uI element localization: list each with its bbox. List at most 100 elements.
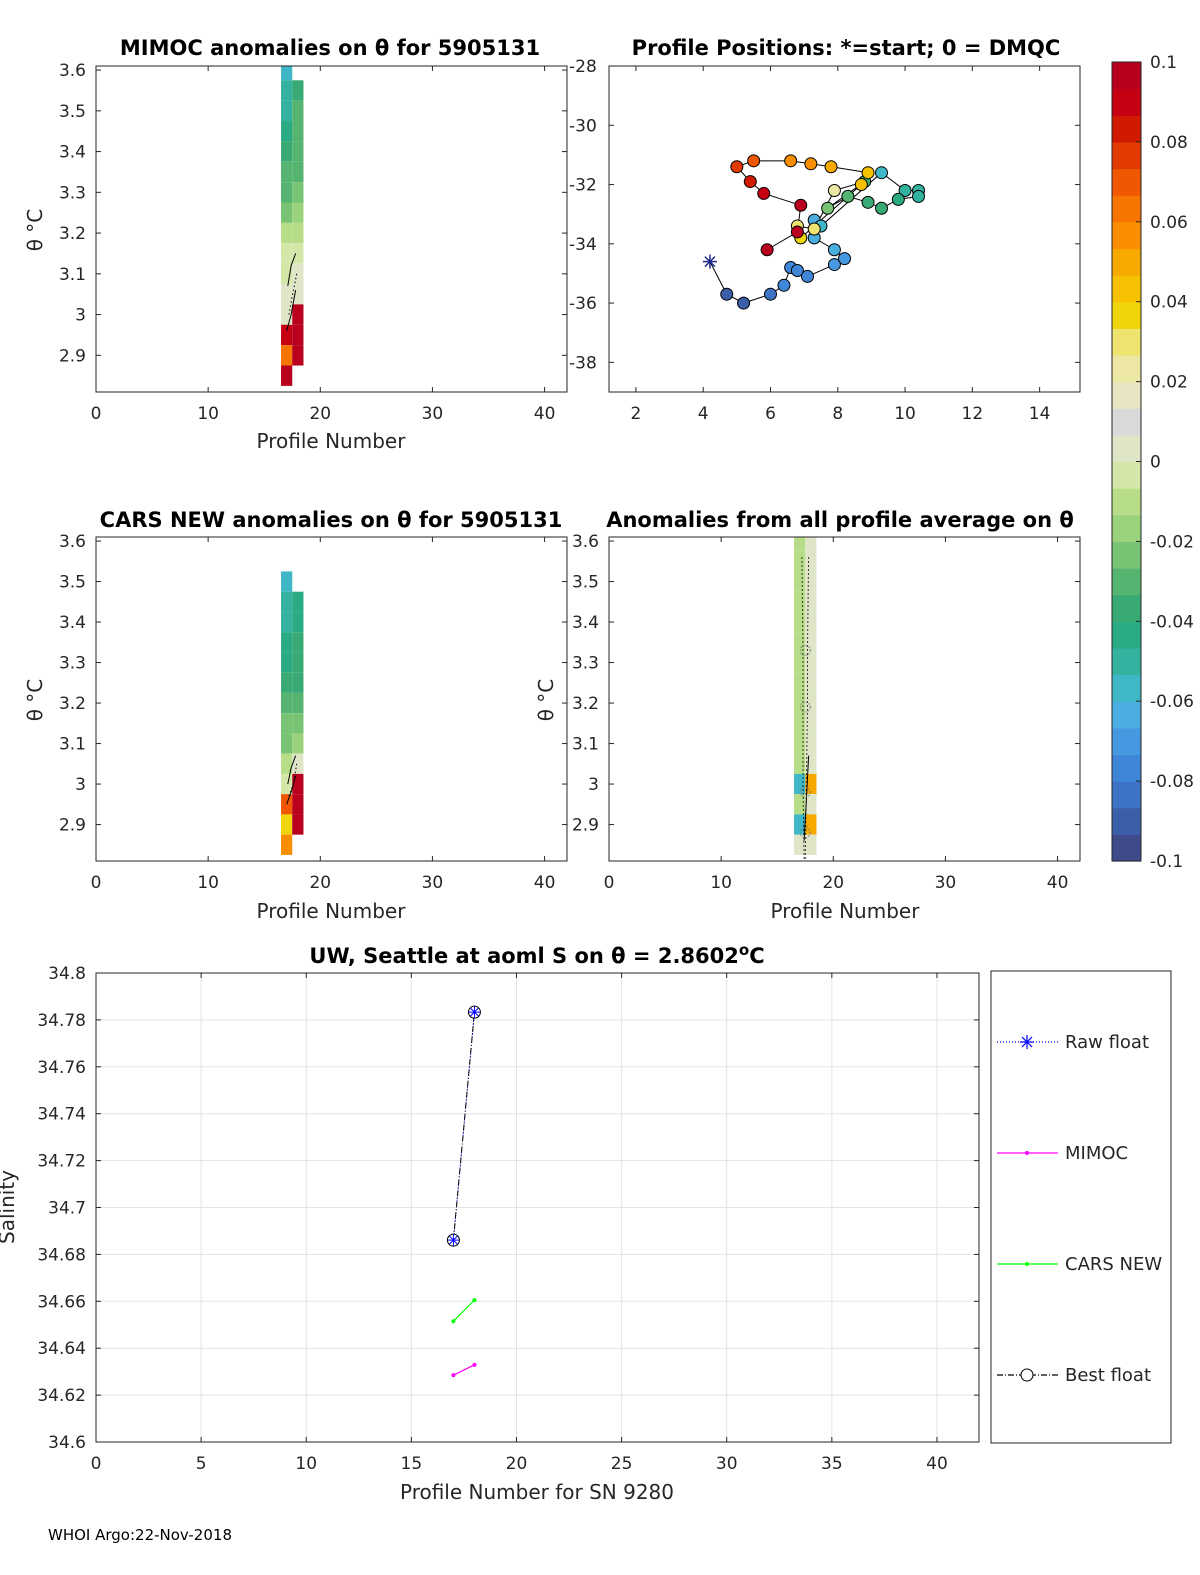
- axes-box: [95, 536, 568, 862]
- y-tick-label: 3.3: [59, 654, 86, 674]
- profile-position-marker: [875, 166, 889, 180]
- colorbar-band: [1112, 168, 1141, 196]
- heatmap-cell: [281, 753, 293, 774]
- heatmap-cell: [292, 733, 304, 754]
- heatmap-cell: [292, 243, 304, 264]
- colorbar-band: [1112, 88, 1141, 116]
- mimoc-ylabel: θ °C: [23, 209, 47, 252]
- heatmap-cell: [292, 304, 304, 325]
- x-tick-label: 30: [422, 873, 444, 893]
- y-tick-label: 3.5: [572, 573, 599, 593]
- allavg-xlabel: Profile Number: [771, 899, 921, 923]
- heatmap-cell: [805, 652, 817, 673]
- heatmap-cell: [281, 591, 293, 612]
- heatmap-cell: [794, 692, 806, 714]
- x-tick-label: 14: [1029, 404, 1051, 424]
- colorbar-band: [1112, 701, 1141, 729]
- heatmap-cell: [281, 141, 293, 162]
- colorbar-band: [1112, 195, 1141, 223]
- heatmap-cell: [281, 672, 293, 693]
- profile-position-marker: [807, 222, 821, 236]
- colorbar-band: [1112, 62, 1141, 90]
- x-tick-label: 30: [716, 1454, 738, 1474]
- heatmap-cell: [805, 551, 817, 572]
- y-tick-label: 3.1: [59, 265, 86, 285]
- heatmap-cell: [281, 814, 293, 835]
- heatmap-cell: [281, 692, 293, 714]
- heatmap-cell: [281, 243, 293, 264]
- heatmap-cell: [794, 773, 806, 795]
- heatmap-cell: [281, 571, 293, 592]
- y-tick-label: 34.72: [37, 1152, 86, 1172]
- profile-position-marker: [875, 201, 889, 215]
- heatmap-cell: [292, 794, 304, 815]
- colorbar-band: [1112, 328, 1141, 356]
- y-tick-label: 34.74: [37, 1105, 86, 1125]
- heatmap-cell: [281, 66, 293, 81]
- profile-line: [288, 273, 298, 315]
- heatmap-cell: [794, 713, 806, 734]
- allavg-ylabel: θ °C: [534, 679, 558, 722]
- panel-allavg: Anomalies from all profile average on θ …: [534, 508, 1081, 923]
- profile-position-marker: [827, 243, 841, 257]
- colorbar-band: [1112, 275, 1141, 303]
- profile-position-marker: [730, 160, 744, 174]
- x-tick-label: 10: [197, 404, 219, 424]
- colorbar-tick-label: -0.1: [1150, 852, 1183, 872]
- heatmap-cell: [292, 773, 304, 795]
- mimoc-title: MIMOC anomalies on θ for 5905131: [120, 36, 540, 60]
- colorbar-band: [1112, 221, 1141, 250]
- salinity-title: UW, Seattle at aoml S on θ = 2.8602oC: [309, 941, 764, 968]
- panel-salinity: UW, Seattle at aoml S on θ = 2.8602oC Pr…: [0, 941, 1172, 1504]
- y-tick-label: 3: [588, 775, 599, 795]
- heatmap-cell: [794, 551, 806, 572]
- mimoc-xlabel: Profile Number: [257, 429, 407, 453]
- x-tick-label: 8: [832, 404, 843, 424]
- salinity-plot: 0 5 10 15 20 25 30 35 40 34.6 34.62 34.64 34.66 34.68…: [37, 964, 980, 1474]
- x-tick-label: 6: [765, 404, 776, 424]
- legend-label: Raw float: [1065, 1032, 1149, 1053]
- profile-position-marker: [747, 154, 761, 168]
- y-tick-label: 3.5: [59, 102, 86, 122]
- profile-position-marker: [841, 189, 855, 203]
- x-tick-label: 40: [926, 1454, 948, 1474]
- heatmap-cell: [292, 753, 304, 774]
- cars-xlabel: Profile Number: [257, 899, 407, 923]
- panel-cars: CARS NEW anomalies on θ for 5905131 Prof…: [23, 508, 568, 923]
- positions-plot: 2 4 6 8 10 12 14 -28 -30 -32 -34 -36 -38: [569, 57, 1081, 424]
- colorbar-band: [1112, 488, 1141, 516]
- colorbar-tick-label: -0.06: [1150, 692, 1194, 712]
- x-tick-label: 20: [309, 873, 331, 893]
- heatmap-cell: [281, 202, 293, 223]
- colorbar-tick-label: 0.08: [1150, 133, 1188, 153]
- y-tick-label: 3.1: [59, 735, 86, 755]
- x-tick-label: 10: [894, 404, 916, 424]
- y-tick-label: 34.78: [37, 1011, 86, 1031]
- y-tick-label: -30: [569, 116, 597, 136]
- heatmap-cell: [281, 161, 293, 183]
- heatmap-cell: [281, 304, 293, 325]
- heatmap-cell: [281, 80, 293, 101]
- heatmap-cell: [805, 713, 817, 734]
- heatmap-cell: [794, 814, 806, 835]
- profile-position-marker: [777, 278, 791, 292]
- series-point: [451, 1373, 456, 1378]
- profile-position-marker: [861, 166, 875, 180]
- heatmap-cell: [281, 324, 293, 346]
- y-tick-label: -38: [569, 353, 597, 373]
- profile-line: [286, 290, 297, 332]
- colorbar-band: [1112, 647, 1141, 676]
- x-tick-label: 2: [631, 404, 642, 424]
- y-tick-label: 3.4: [59, 613, 86, 633]
- profile-position-marker: [784, 154, 798, 168]
- heatmap-cell: [281, 263, 293, 285]
- legend-box: [990, 970, 1172, 1444]
- x-tick-label: 20: [822, 873, 844, 893]
- y-tick-label: 3.4: [572, 613, 599, 633]
- y-tick-label: -28: [569, 57, 597, 77]
- series-line-best-float: [452, 1012, 475, 1241]
- heatmap-cell: [805, 773, 817, 795]
- profile-position-marker: [760, 243, 774, 257]
- profile-position-marker: [794, 198, 808, 212]
- y-tick-label: 3: [75, 775, 86, 795]
